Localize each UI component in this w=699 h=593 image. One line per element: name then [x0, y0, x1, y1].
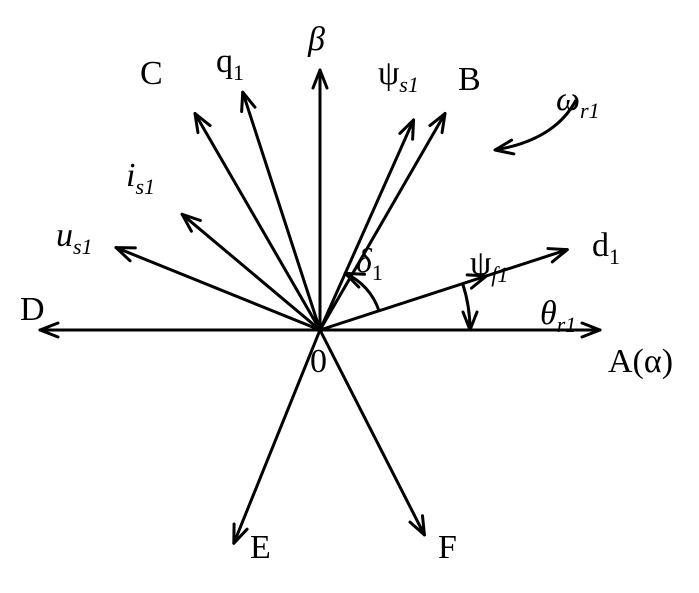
label-B: B — [458, 61, 481, 98]
vector-diagram: A(α)d1ψf1ψs1Bβq1Cis1us1DEF0δ1θr1ωr1 — [0, 0, 699, 593]
label-C: C — [140, 55, 163, 92]
label-E: E — [250, 529, 271, 566]
label-A-alpha: A(α) — [608, 343, 673, 380]
label-beta: β — [307, 21, 325, 58]
label-F: F — [438, 529, 457, 566]
label-origin: 0 — [310, 343, 327, 380]
label-D: D — [20, 291, 45, 328]
